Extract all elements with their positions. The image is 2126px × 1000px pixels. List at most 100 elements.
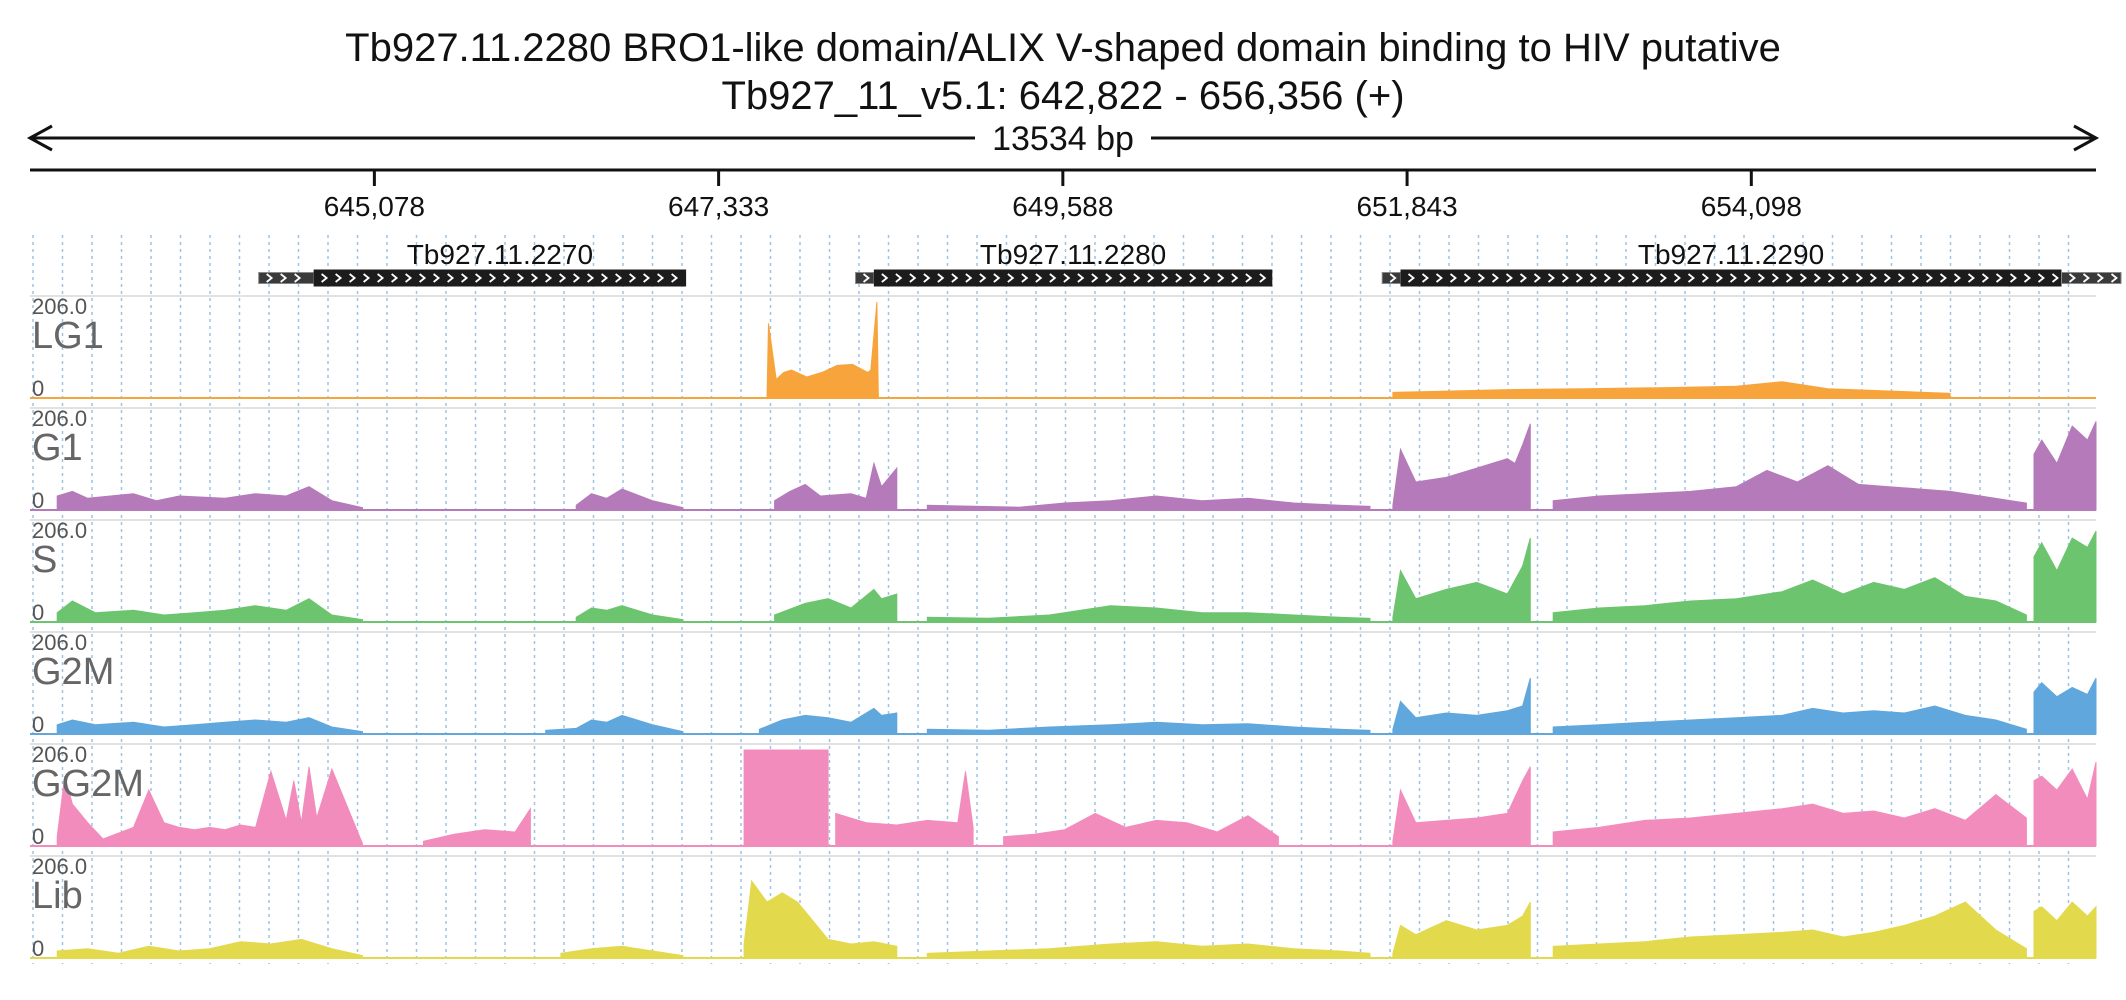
series-label: S — [32, 539, 57, 581]
strand-arrow — [937, 273, 945, 283]
strand-arrow — [489, 273, 497, 283]
strand-arrow — [280, 273, 288, 283]
coverage-area — [2033, 761, 2097, 847]
span-indicator: 13534 bp — [26, 120, 2100, 158]
chart-subtitle: Tb927_11_v5.1: 642,822 - 656,356 (+) — [721, 74, 1405, 118]
strand-arrow — [349, 273, 357, 283]
strand-arrow — [1021, 273, 1029, 283]
strand-arrow — [2009, 273, 2017, 283]
coverage-tracks: 206.00LG1206.00G1206.00S206.00G2M206.00G… — [30, 294, 2097, 961]
strand-arrow — [965, 273, 973, 283]
strand-arrow — [1203, 273, 1211, 283]
strand-arrow — [1981, 273, 1989, 283]
coverage-area — [1392, 677, 1531, 735]
strand-arrow — [657, 273, 665, 283]
coverage-area — [743, 749, 829, 847]
strand-arrow — [1189, 273, 1197, 283]
strand-arrow — [1007, 273, 1015, 283]
strand-arrow — [951, 273, 959, 283]
coverage-area — [1552, 577, 2027, 623]
strand-arrow — [1995, 273, 2003, 283]
coverage-area — [56, 766, 363, 847]
strand-arrow — [1463, 273, 1471, 283]
strand-arrow — [1799, 273, 1807, 283]
strand-arrow — [1925, 273, 1933, 283]
coverage-area — [56, 938, 363, 959]
track-lg1: 206.0 0 LG1 — [30, 294, 2096, 401]
strand-arrow — [1547, 273, 1555, 283]
strand-arrow — [1533, 273, 1541, 283]
coverage-area — [1003, 812, 1279, 847]
strand-arrow — [391, 273, 399, 283]
strand-arrow — [419, 273, 427, 283]
strand-arrow — [629, 273, 637, 283]
strand-arrow — [1953, 273, 1961, 283]
strand-arrow — [1477, 273, 1485, 283]
strand-arrow — [1147, 273, 1155, 283]
strand-arrow — [1771, 273, 1779, 283]
cds-block — [1400, 269, 2062, 287]
strand-arrow — [1421, 273, 1429, 283]
y-min-label: 0 — [32, 600, 44, 625]
strand-arrow — [1911, 273, 1919, 283]
coverage-area — [560, 945, 684, 959]
strand-arrow — [1049, 273, 1057, 283]
strand-arrow — [1897, 273, 1905, 283]
y-min-label: 0 — [32, 488, 44, 513]
strand-arrow — [587, 273, 595, 283]
grid-lines — [32, 235, 2070, 964]
coverage-area — [56, 717, 363, 735]
strand-arrow — [1603, 273, 1611, 283]
utr3-block — [2061, 272, 2122, 284]
coverage-area — [1392, 901, 1531, 959]
series-label: LG1 — [32, 315, 104, 357]
coverage-area — [2033, 677, 2097, 735]
strand-arrow — [1631, 273, 1639, 283]
strand-arrow — [862, 273, 870, 283]
track-g1: 206.0 0 G1 — [30, 406, 2097, 513]
strand-arrow — [1259, 273, 1267, 283]
strand-arrow — [405, 273, 413, 283]
strand-arrow — [475, 273, 483, 283]
chart-title: Tb927.11.2280 BRO1-like domain/ALIX V-sh… — [345, 26, 1781, 70]
strand-arrow — [1231, 273, 1239, 283]
y-max-label: 206.0 — [32, 854, 87, 879]
strand-arrow — [1589, 273, 1597, 283]
coverage-area — [545, 714, 684, 735]
coverage-area — [423, 807, 531, 847]
span-label: 13534 bp — [992, 120, 1134, 158]
strand-arrow — [1217, 273, 1225, 283]
series-label: GG2M — [32, 763, 144, 805]
strand-arrow — [1435, 273, 1443, 283]
x-tick-label: 647,333 — [668, 191, 769, 222]
series-label: Lib — [32, 875, 83, 917]
strand-arrow — [1161, 273, 1169, 283]
coverage-area — [2033, 901, 2097, 959]
strand-arrow — [1561, 273, 1569, 283]
strand-arrow — [993, 273, 1001, 283]
strand-arrow — [1077, 273, 1085, 283]
strand-arrow — [1757, 273, 1765, 283]
coverage-area — [1392, 423, 1531, 511]
gene-label: Tb927.11.2290 — [1638, 239, 1824, 270]
strand-arrow — [503, 273, 511, 283]
gene-label: Tb927.11.2270 — [407, 239, 593, 270]
strand-arrow — [2051, 273, 2059, 283]
strand-arrow — [1701, 273, 1709, 283]
coverage-area — [1392, 766, 1531, 847]
strand-arrow — [2110, 273, 2118, 283]
strand-arrow — [909, 273, 917, 283]
strand-arrow — [1175, 273, 1183, 283]
strand-arrow — [1505, 273, 1513, 283]
coverage-area — [56, 486, 363, 511]
strand-arrow — [1119, 273, 1127, 283]
strand-arrow — [1105, 273, 1113, 283]
coverage-area — [774, 461, 898, 511]
y-min-label: 0 — [32, 712, 44, 737]
strand-arrow — [363, 273, 371, 283]
strand-arrow — [461, 273, 469, 283]
strand-arrow — [531, 273, 539, 283]
coverage-area — [1392, 381, 1951, 399]
strand-arrow — [1035, 273, 1043, 283]
